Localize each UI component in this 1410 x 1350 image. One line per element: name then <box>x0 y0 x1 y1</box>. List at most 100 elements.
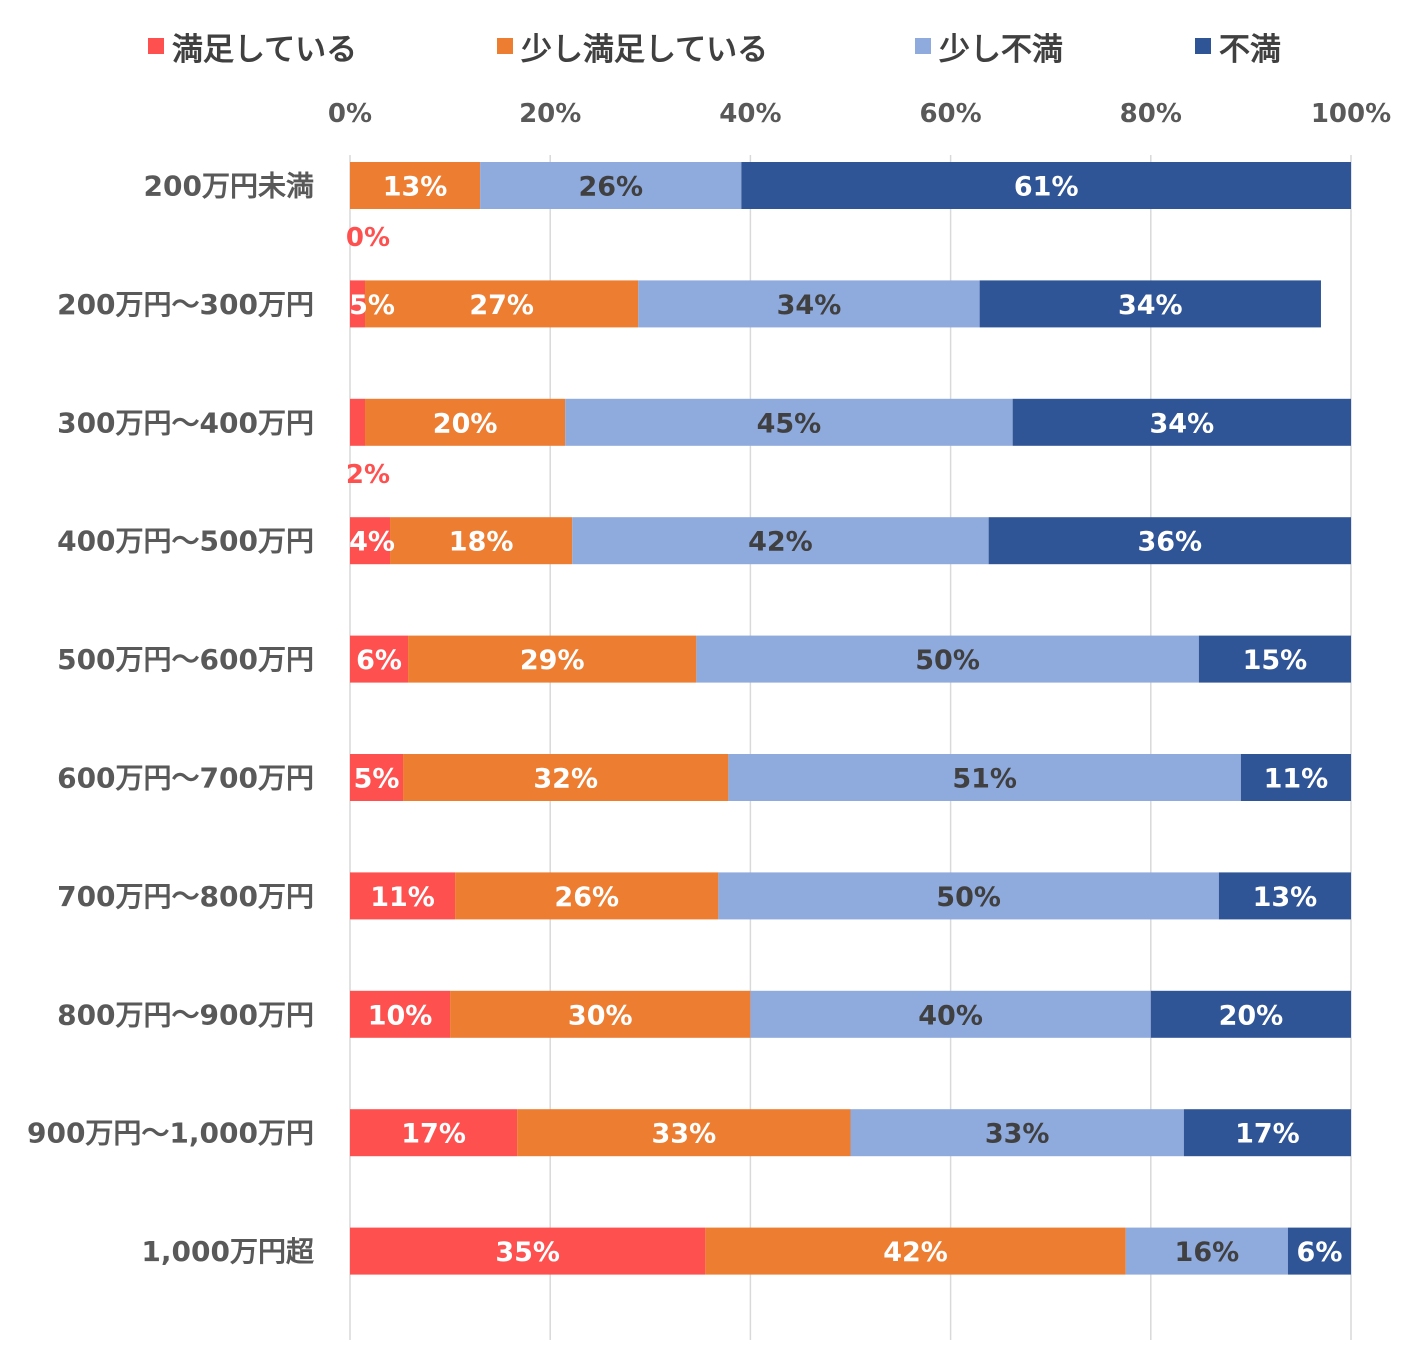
data-label: 0% <box>346 223 390 253</box>
x-tick-label: 100% <box>1311 99 1391 129</box>
category-label: 200万円未満 <box>144 170 314 203</box>
data-label: 6% <box>356 645 402 676</box>
bar-segment <box>350 754 404 801</box>
bar-segment <box>350 162 481 209</box>
data-label: 32% <box>533 764 598 795</box>
x-tick-label: 20% <box>519 99 581 129</box>
data-label: 42% <box>883 1237 948 1268</box>
data-label: 51% <box>952 764 1017 795</box>
y-axis-category-labels: 200万円未満 200万円～300万円 300万円～400万円 400万円～500万円… <box>27 170 315 1269</box>
bar-segment <box>450 990 751 1038</box>
bar-segment <box>988 517 1351 565</box>
bar-segment <box>455 872 719 920</box>
data-labels: 0% 13% 26% 61% 5% 27% 34% 34% 2% 20% 45% 34% 4% 18% 42… <box>346 172 1342 1269</box>
data-label: 61% <box>1014 172 1079 203</box>
data-label: 17% <box>401 1119 466 1150</box>
category-label: 300万円～400万円 <box>57 406 314 439</box>
bar-segment <box>350 517 391 565</box>
bar-segment <box>390 517 573 565</box>
bar-segment <box>741 162 1351 209</box>
data-label: 27% <box>469 290 534 321</box>
bar-segment <box>350 398 366 446</box>
bar-segment <box>1125 1227 1288 1275</box>
bar-segment <box>638 280 980 328</box>
bar-segment <box>350 635 409 683</box>
data-label: 18% <box>449 527 514 558</box>
data-label: 30% <box>568 1000 633 1031</box>
data-label: 16% <box>1175 1237 1240 1268</box>
category-label: 400万円～500万円 <box>57 525 314 558</box>
category-label: 200万円～300万円 <box>57 288 314 321</box>
bar-segment <box>365 398 566 446</box>
x-tick-label: 40% <box>719 99 781 129</box>
legend-swatch <box>915 38 931 54</box>
x-tick-label: 60% <box>919 99 981 129</box>
data-label: 33% <box>985 1119 1050 1150</box>
category-label: 700万円～800万円 <box>57 880 314 913</box>
legend-label: 不満 <box>1219 32 1281 68</box>
bar-segment <box>1287 1227 1351 1275</box>
bar-segment <box>1198 635 1351 683</box>
bar-segment <box>750 990 1151 1038</box>
data-label: 15% <box>1243 645 1308 676</box>
data-label: 20% <box>1219 1000 1284 1031</box>
data-label: 6% <box>1297 1237 1343 1268</box>
bar-segment <box>517 1109 851 1157</box>
bar-segment <box>408 635 697 683</box>
bar-segment <box>403 754 729 801</box>
category-label: 500万円～600万円 <box>57 643 314 676</box>
data-label: 26% <box>554 882 619 913</box>
data-label: 45% <box>757 408 822 439</box>
bar-segment <box>1012 398 1351 446</box>
x-tick-label: 80% <box>1120 99 1182 129</box>
data-label: 13% <box>1253 882 1318 913</box>
bar-series <box>350 162 1351 1275</box>
data-label: 35% <box>495 1237 560 1268</box>
bar-segment <box>728 754 1241 801</box>
data-label: 4% <box>349 527 395 558</box>
data-label: 40% <box>918 1000 983 1031</box>
x-axis-tick-labels: 0% 20% 40% 60% 80% 100% <box>328 99 1391 129</box>
data-label: 33% <box>652 1119 717 1150</box>
x-tick-label: 0% <box>328 99 372 129</box>
bar-segment <box>1240 754 1351 801</box>
bar-segment <box>350 1227 706 1275</box>
bar-segment <box>1218 872 1351 920</box>
data-label: 50% <box>936 882 1001 913</box>
category-label: 800万円～900万円 <box>57 998 314 1031</box>
bar-segment <box>850 1109 1184 1157</box>
data-label: 50% <box>915 645 980 676</box>
bar-segment <box>718 872 1219 920</box>
data-label: 34% <box>777 290 842 321</box>
category-label: 1,000万円超 <box>141 1235 315 1268</box>
data-label: 42% <box>748 527 813 558</box>
category-label: 600万円～700万円 <box>57 762 314 795</box>
data-label: 34% <box>1150 408 1215 439</box>
chart-legend: 満足している 少し満足している 少し不満 不満 <box>148 32 1281 68</box>
category-label: 900万円～1,000万円 <box>27 1117 314 1150</box>
data-label: 13% <box>383 172 448 203</box>
bar-segment <box>350 872 456 920</box>
legend-swatch <box>497 38 513 54</box>
legend-label: 満足している <box>172 32 357 68</box>
data-label: 29% <box>520 645 585 676</box>
data-label: 20% <box>433 408 498 439</box>
gridlines <box>349 155 1352 1340</box>
data-label: 34% <box>1118 290 1183 321</box>
data-label: 17% <box>1235 1119 1300 1150</box>
bar-segment <box>350 990 451 1038</box>
legend-label: 少し満足している <box>521 32 768 68</box>
bar-segment <box>705 1227 1126 1275</box>
bar-segment <box>565 398 1013 446</box>
data-label: 26% <box>578 172 643 203</box>
legend-swatch <box>148 38 164 54</box>
data-label: 5% <box>354 764 400 795</box>
bar-segment <box>365 280 639 328</box>
data-label: 11% <box>1264 764 1329 795</box>
legend-swatch <box>1195 38 1211 54</box>
bar-segment <box>480 162 742 209</box>
data-label: 10% <box>368 1000 433 1031</box>
bar-segment <box>350 1109 518 1157</box>
data-label: 2% <box>346 460 390 490</box>
